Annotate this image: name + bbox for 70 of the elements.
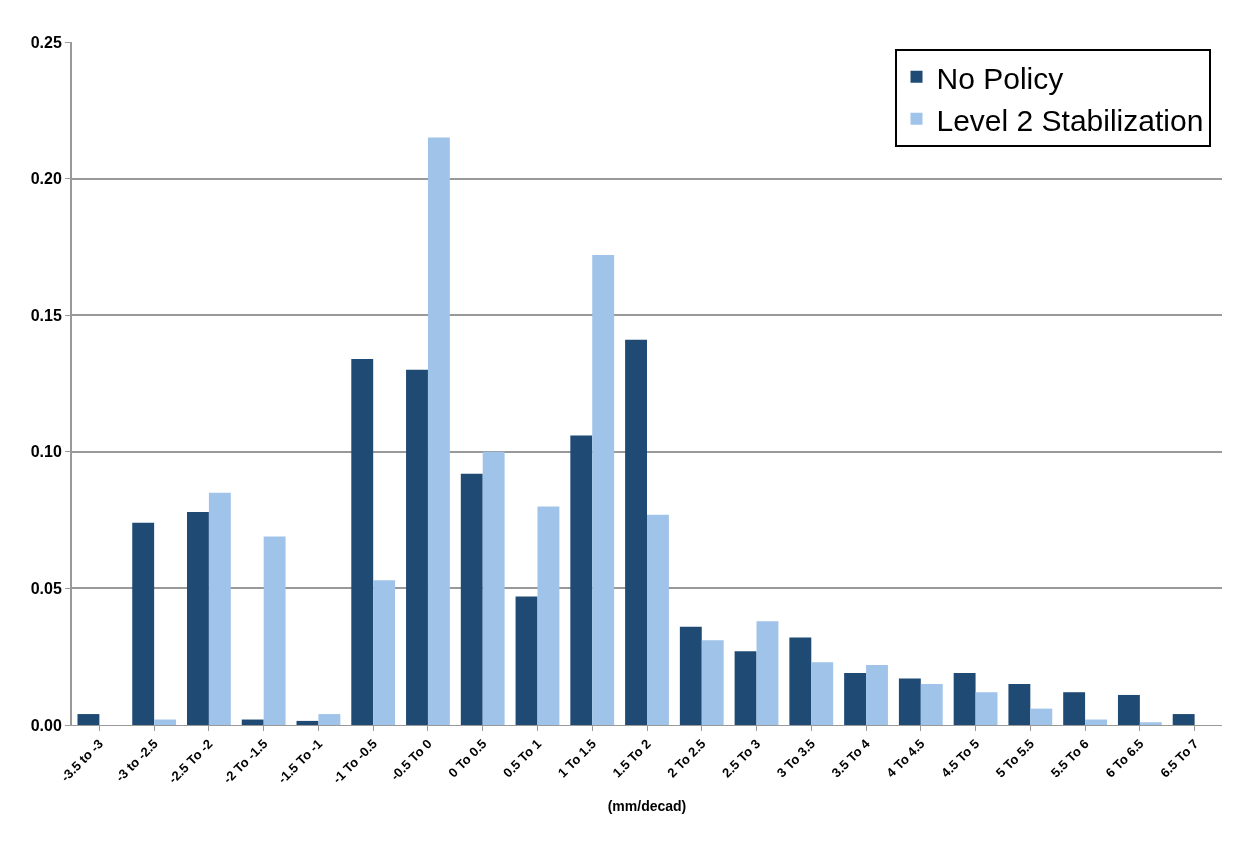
bar <box>1117 694 1140 725</box>
x-tick-label: 1.5 To 2 <box>609 736 654 781</box>
bar <box>406 369 428 725</box>
x-tick-label: 3.5 To 4 <box>828 735 874 781</box>
x-tick-label: 4.5 To 5 <box>938 736 983 781</box>
bar <box>482 451 505 725</box>
bar <box>537 506 560 725</box>
bar <box>263 536 286 725</box>
bar <box>844 673 867 725</box>
x-tick-label: -0.5 To 0 <box>387 736 435 784</box>
y-tick-label: 0.25 <box>30 33 62 51</box>
y-tick-label: 0.10 <box>30 443 62 461</box>
bar <box>866 664 888 725</box>
x-tick-label: 6.5 To 7 <box>1157 736 1202 781</box>
bar <box>1030 708 1053 725</box>
bar <box>975 692 998 725</box>
bar <box>647 514 669 725</box>
bar <box>351 358 374 725</box>
x-tick-label: 3 To 3.5 <box>773 736 819 781</box>
bar <box>1139 722 1162 725</box>
bar <box>460 473 483 725</box>
bar <box>154 719 177 725</box>
bar <box>898 678 921 725</box>
x-tick-label: -1 To -0.5 <box>329 736 380 787</box>
bar <box>132 522 155 725</box>
bar <box>1085 719 1107 725</box>
x-tick-label: 1 To 1.5 <box>554 736 599 781</box>
x-tick-label: 0 To 0.5 <box>445 736 490 781</box>
bar <box>1008 684 1031 725</box>
x-tick-label: -2 To -1.5 <box>220 736 271 787</box>
x-tick-label: 4 To 4.5 <box>883 736 928 781</box>
bar <box>373 580 396 725</box>
legend-label: Level 2 Stabilization <box>936 103 1204 137</box>
x-tick-label: -1.5 To -1 <box>274 736 326 787</box>
bar <box>625 339 647 725</box>
bar <box>241 719 264 725</box>
y-tick-label: 0.05 <box>30 580 62 597</box>
x-tick-label: -3 to -2.5 <box>112 736 161 785</box>
bar <box>1063 692 1086 725</box>
bar <box>679 626 702 725</box>
bar <box>920 684 943 725</box>
bar <box>789 637 812 725</box>
bar <box>734 651 757 725</box>
bar <box>953 673 976 725</box>
bar <box>77 714 100 725</box>
bar <box>318 714 341 725</box>
x-axis-title: (mm/decad) <box>607 797 687 814</box>
x-tick-label: -3.5 to -3 <box>57 736 107 785</box>
bar <box>756 621 779 725</box>
bar <box>811 662 834 725</box>
x-tick-label: 2 To 2.5 <box>664 736 709 781</box>
x-tick-label: 5.5 To 6 <box>1047 736 1092 781</box>
x-tick-label: 6 To 6.5 <box>1102 736 1147 781</box>
bar <box>296 720 319 725</box>
x-tick-label: -2.5 To -2 <box>165 736 216 787</box>
bar <box>208 492 231 725</box>
bar <box>570 435 593 725</box>
legend-label: No Policy <box>936 61 1064 95</box>
y-tick-label: 0.15 <box>30 306 62 324</box>
bar <box>515 596 538 725</box>
x-tick-label: 5 To 5.5 <box>992 736 1038 781</box>
bar <box>187 511 209 725</box>
x-tick-label: 2.5 To 3 <box>719 736 764 781</box>
bar <box>1172 714 1195 725</box>
bar <box>701 640 724 725</box>
y-tick-label: 0.20 <box>30 170 62 188</box>
bar <box>427 137 450 725</box>
y-tick-label: 0.00 <box>30 716 62 734</box>
x-tick-label: 0.5 To 1 <box>500 736 545 781</box>
bar <box>592 255 615 725</box>
